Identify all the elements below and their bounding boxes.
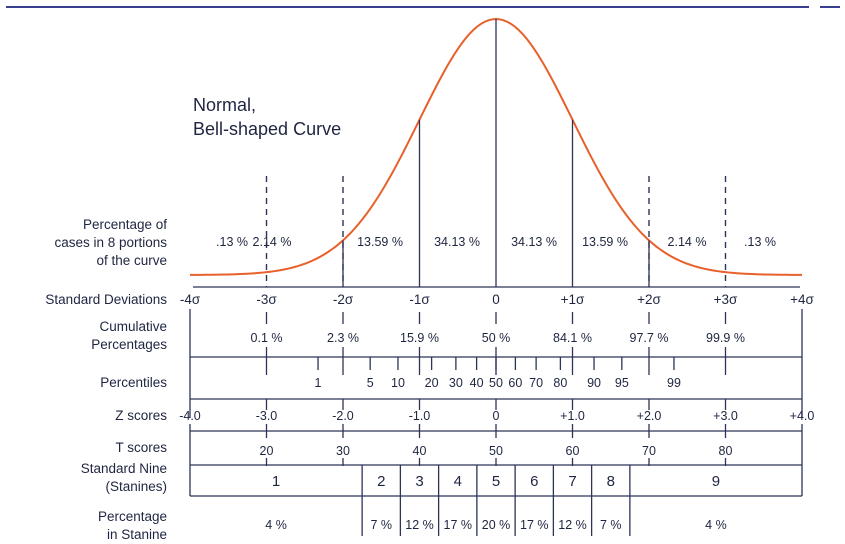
t-score-label: 40 (413, 444, 427, 458)
sd-label: +3σ (714, 292, 738, 307)
portion-percentage: .13 % (744, 235, 776, 249)
percentile-label: 99 (667, 376, 681, 390)
cumulative-percentage: 97.7 % (630, 331, 669, 345)
label-percentage-cases-1: Percentage of (83, 217, 167, 232)
label-percentage-stanine-2: in Stanine (107, 527, 167, 542)
stanine-percentage: 7 % (600, 518, 622, 532)
stanine-number: 1 (272, 473, 280, 490)
percentile-label: 70 (529, 376, 543, 390)
z-score-label: +4.0 (790, 409, 815, 423)
z-score-row: -4.0 -3.0 -2.0 -1.0 0 +1.0 +2.0 +3.0 +4.0 (179, 409, 814, 496)
portion-percentage: 34.13 % (434, 235, 480, 249)
stanine-percentage: 17 % (444, 518, 473, 532)
z-score-label: 0 (493, 409, 500, 423)
t-score-label: 30 (336, 444, 350, 458)
stanine-percentage: 4 % (705, 518, 727, 532)
stanine-percentage: 12 % (405, 518, 434, 532)
label-standard-deviations: Standard Deviations (45, 292, 167, 307)
title-line-2: Bell-shaped Curve (193, 119, 341, 139)
label-stanines-2: (Stanines) (105, 479, 167, 494)
sd-label: +1σ (561, 292, 585, 307)
portion-percentage: 13.59 % (582, 235, 628, 249)
stanine-number: 6 (530, 473, 538, 490)
label-percentiles: Percentiles (100, 375, 167, 390)
stanine-number: 8 (607, 473, 615, 490)
stanine-percentage: 20 % (482, 518, 511, 532)
sd-label: -1σ (409, 292, 430, 307)
cumulative-row: 0.1 % 2.3 % 15.9 % 50 % 84.1 % 97.7 % 99.9 % (189, 309, 803, 418)
stanine-number: 7 (568, 473, 576, 490)
sd-label: 0 (492, 292, 500, 307)
stanine-percentage: 7 % (370, 518, 392, 532)
stanine-number: 5 (492, 473, 500, 490)
percentile-label: 80 (553, 376, 567, 390)
sd-lines (265, 19, 727, 287)
stanine-percentage-row: 4 % 7 % 12 % 17 % 20 % 17 % 12 % 7 % 4 % (265, 518, 726, 532)
percentile-label: 90 (587, 376, 601, 390)
label-t-scores: T scores (115, 440, 167, 455)
t-score-label: 50 (489, 444, 503, 458)
portion-percentage: 2.14 % (668, 235, 707, 249)
t-score-label: 20 (260, 444, 274, 458)
stanine-number: 3 (415, 473, 423, 490)
sd-labels: -4σ -3σ -2σ -1σ 0 +1σ +2σ +3σ +4σ (180, 292, 815, 307)
stanine-number: 2 (377, 473, 385, 490)
z-score-label: -2.0 (332, 409, 354, 423)
sd-label: -3σ (256, 292, 277, 307)
percentile-label: 1 (315, 376, 322, 390)
portion-percentage: 13.59 % (357, 235, 403, 249)
z-score-label: -4.0 (179, 409, 201, 423)
label-percentage-stanine-1: Percentage (98, 509, 167, 524)
top-accent-bar (6, 6, 809, 8)
cumulative-percentage: 50 % (482, 331, 511, 345)
stanine-percentage: 4 % (265, 518, 287, 532)
stanine-percentage: 12 % (558, 518, 587, 532)
t-score-label: 70 (642, 444, 656, 458)
stanine-percentage: 17 % (520, 518, 549, 532)
label-percentage-cases-3: of the curve (96, 253, 167, 268)
cumulative-percentage: 99.9 % (706, 331, 745, 345)
sd-label: -4σ (180, 292, 201, 307)
z-score-label: -1.0 (409, 409, 431, 423)
t-score-label: 60 (566, 444, 580, 458)
label-cumulative-1: Cumulative (99, 319, 167, 334)
percentile-label: 60 (508, 376, 522, 390)
percentile-label: 30 (449, 376, 463, 390)
cumulative-percentage: 15.9 % (400, 331, 439, 345)
z-score-label: -3.0 (256, 409, 278, 423)
percentile-label: 40 (470, 376, 484, 390)
portion-percentage: 34.13 % (511, 235, 557, 249)
percentile-label: 10 (391, 376, 405, 390)
sd-label: -2σ (333, 292, 354, 307)
cumulative-percentage: 84.1 % (553, 331, 592, 345)
percentile-label: 95 (615, 376, 629, 390)
t-score-label: 80 (719, 444, 733, 458)
percentile-row: 1 5 10 20 30 40 50 60 70 80 90 95 99 (190, 356, 802, 410)
cumulative-percentage: 2.3 % (327, 331, 359, 345)
label-percentage-cases-2: cases in 8 portions (54, 235, 167, 250)
stanine-row: 1 2 3 4 5 6 7 8 9 (190, 464, 802, 536)
percentile-label: 20 (425, 376, 439, 390)
portion-labels: .13 % 2.14 % 13.59 % 34.13 % 34.13 % 13.59 % 2… (216, 235, 776, 249)
stanine-number: 9 (712, 473, 720, 490)
label-z-scores: Z scores (115, 408, 167, 423)
percentile-label: 50 (489, 376, 503, 390)
portion-percentage: .13 % (216, 235, 248, 249)
z-score-label: +1.0 (560, 409, 585, 423)
t-score-row: 20 30 40 50 60 70 80 (260, 444, 733, 466)
stanine-number: 4 (454, 473, 462, 490)
label-cumulative-2: Percentages (91, 337, 167, 352)
sd-label: +4σ (790, 292, 814, 307)
sd-label: +2σ (637, 292, 661, 307)
z-score-label: +2.0 (637, 409, 662, 423)
top-accent-bar-right (820, 6, 840, 8)
z-score-label: +3.0 (713, 409, 738, 423)
title-line-1: Normal, (193, 95, 256, 115)
percentile-label: 5 (367, 376, 374, 390)
cumulative-percentage: 0.1 % (251, 331, 283, 345)
label-stanines-1: Standard Nine (81, 461, 167, 476)
portion-percentage: 2.14 % (253, 235, 292, 249)
